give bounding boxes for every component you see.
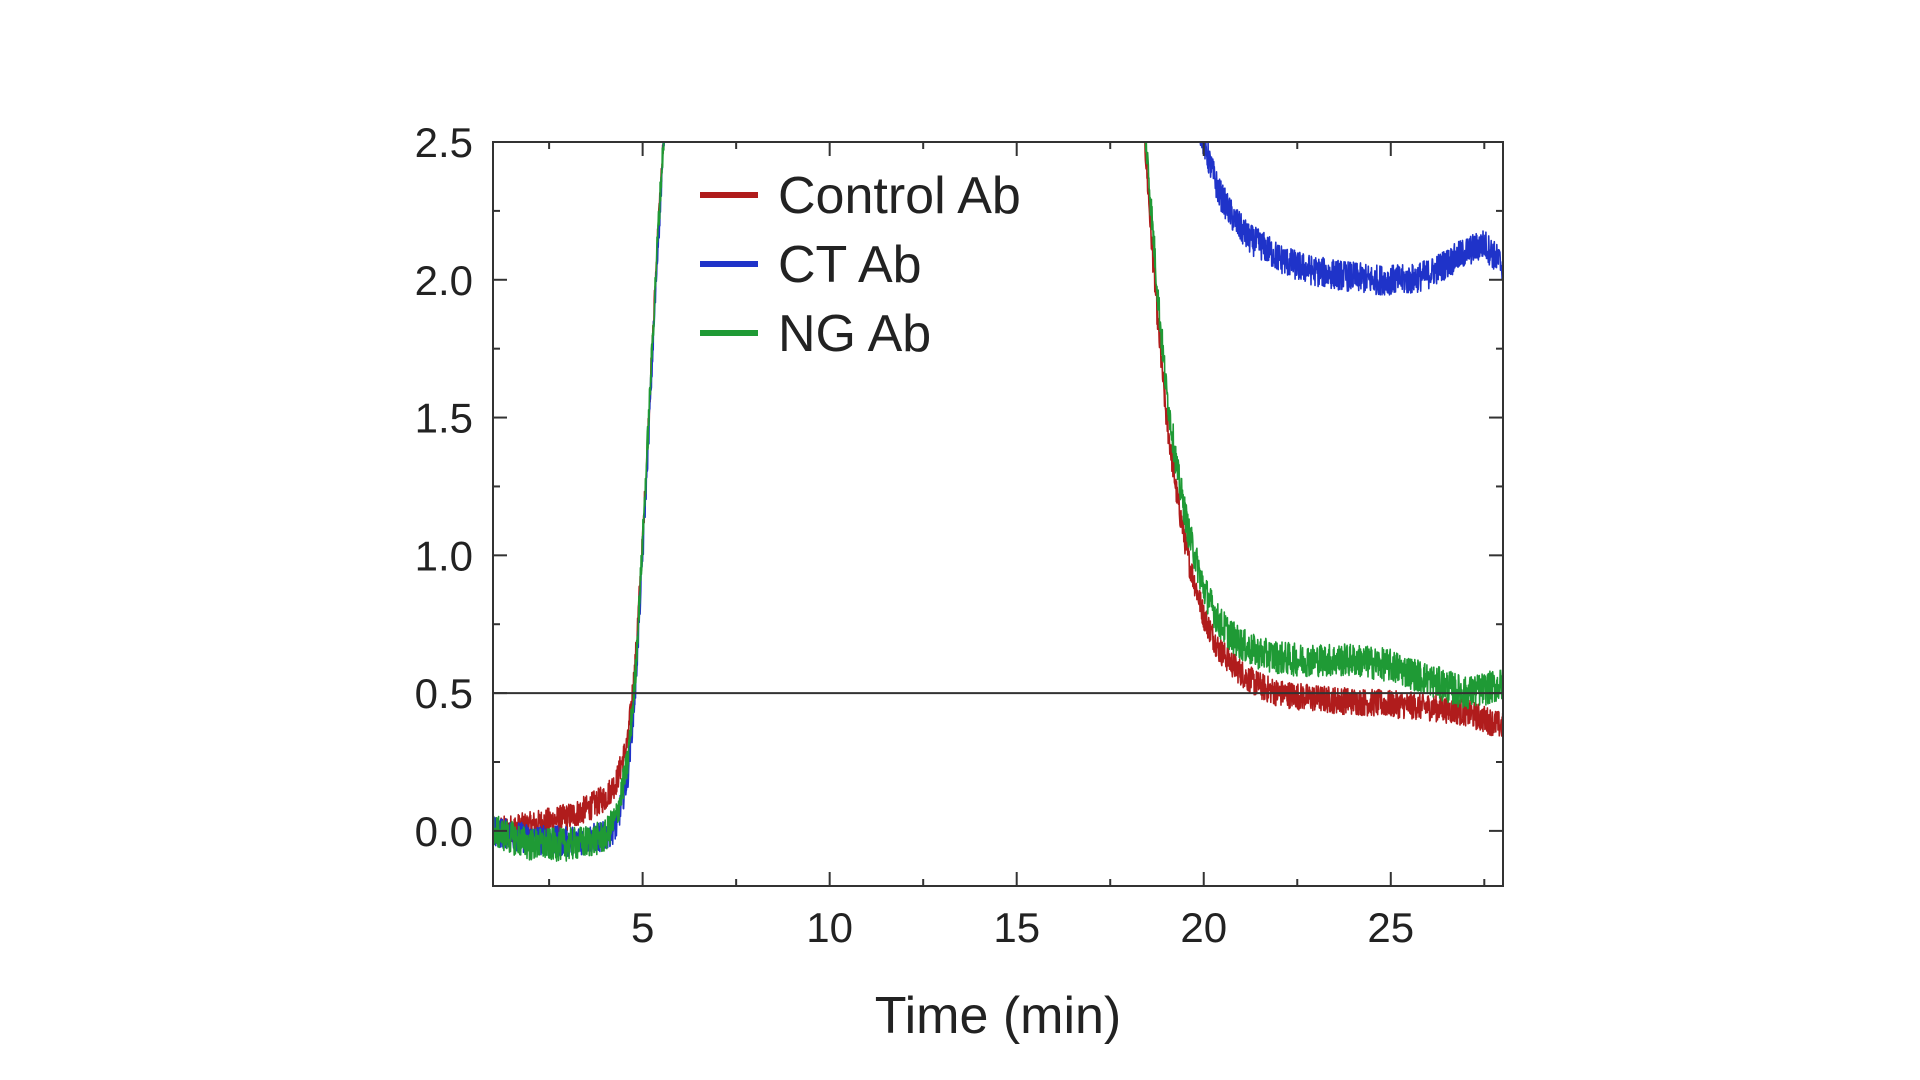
series-line-ng-ab-2 [1144, 142, 1503, 710]
legend-label-control-ab: Control Ab [778, 167, 1021, 225]
series-line-ct-ab-2 [1199, 142, 1503, 296]
y-tick-label-1.5: 1.5 [415, 395, 473, 442]
series-layer [493, 142, 1503, 862]
y-tick-label-2: 2.0 [415, 257, 473, 304]
series-line-control-ab-2 [1144, 142, 1503, 737]
series-line-ng-ab-1 [493, 142, 665, 862]
x-tick-label-25: 25 [1367, 904, 1414, 951]
y-tick-label-0: 0.0 [415, 808, 473, 855]
x-axis: 5 10 15 20 25 [548, 142, 1486, 951]
y-axis: 0.0 0.5 1.0 1.5 2.0 2.5 [415, 119, 1503, 855]
plot-frame [492, 141, 1504, 887]
legend-label-ng-ab: NG Ab [778, 305, 931, 363]
legend: Control Ab CT Ab NG Ab [700, 167, 1021, 363]
y-tick-label-0.5: 0.5 [415, 670, 473, 717]
legend-label-ct-ab: CT Ab [778, 236, 922, 294]
x-tick-label-20: 20 [1180, 904, 1227, 951]
x-tick-label-5: 5 [631, 904, 654, 951]
y-tick-label-2.5: 2.5 [415, 119, 473, 166]
x-tick-label-10: 10 [806, 904, 853, 951]
x-axis-title: Time (min) [875, 987, 1122, 1045]
x-tick-label-15: 15 [993, 904, 1040, 951]
y-tick-label-1: 1.0 [415, 532, 473, 579]
